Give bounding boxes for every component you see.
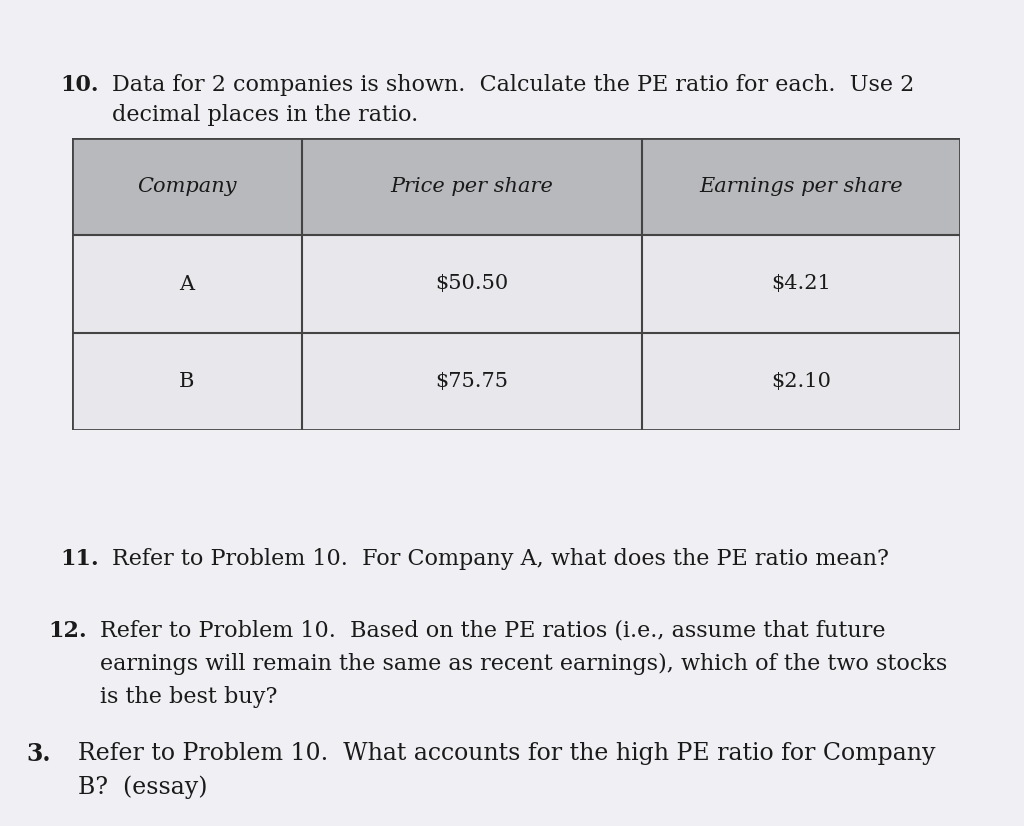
Text: 3.: 3. (26, 742, 50, 766)
Text: Earnings per share: Earnings per share (699, 177, 903, 196)
Text: Price per share: Price per share (390, 177, 553, 196)
Text: A: A (179, 274, 195, 293)
Text: 11.: 11. (60, 548, 98, 570)
Text: 10.: 10. (60, 74, 98, 96)
Text: decimal places in the ratio.: decimal places in the ratio. (112, 104, 418, 126)
Text: is the best buy?: is the best buy? (100, 686, 278, 708)
Text: B?  (essay): B? (essay) (78, 775, 208, 799)
Bar (72, 138, 961, 235)
Text: Refer to Problem 10.  For Company A, what does the PE ratio mean?: Refer to Problem 10. For Company A, what… (112, 548, 889, 570)
Text: $4.21: $4.21 (771, 274, 830, 293)
Text: B: B (179, 372, 195, 391)
Text: Company: Company (137, 177, 237, 196)
Text: Data for 2 companies is shown.  Calculate the PE ratio for each.  Use 2: Data for 2 companies is shown. Calculate… (112, 74, 914, 96)
Text: $2.10: $2.10 (771, 372, 831, 391)
Text: Refer to Problem 10.  What accounts for the high PE ratio for Company: Refer to Problem 10. What accounts for t… (78, 742, 936, 765)
Text: $75.75: $75.75 (435, 372, 509, 391)
Text: Refer to Problem 10.  Based on the PE ratios (i.e., assume that future: Refer to Problem 10. Based on the PE rat… (100, 620, 886, 642)
Text: earnings will remain the same as recent earnings), which of the two stocks: earnings will remain the same as recent … (100, 653, 947, 675)
Text: $50.50: $50.50 (435, 274, 509, 293)
Text: 12.: 12. (48, 620, 87, 642)
Bar (72, 235, 961, 333)
Bar (72, 333, 961, 430)
